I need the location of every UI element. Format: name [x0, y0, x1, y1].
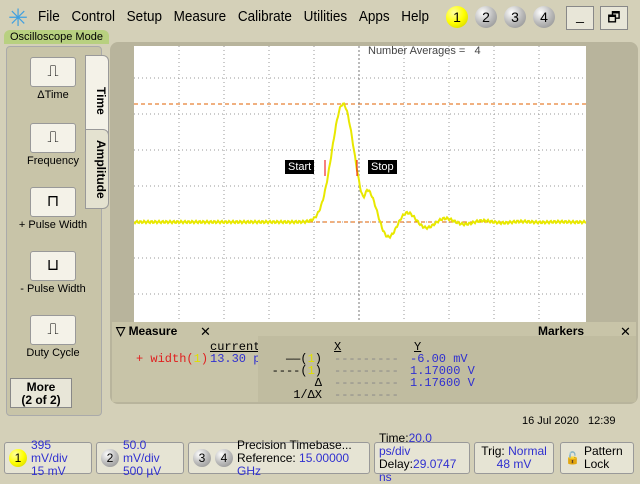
channel-4-button[interactable]: 4 — [533, 6, 555, 28]
marker-row-x: --------- — [334, 364, 399, 378]
marker-row-x: --------- — [334, 352, 399, 366]
marker-row-x: --------- — [334, 376, 399, 390]
channel-2-icon: 2 — [101, 449, 119, 467]
stop-marker-label[interactable]: Stop — [368, 160, 397, 174]
marker-row-x: --------- — [334, 388, 399, 402]
pos-pulse-width-tool[interactable]: ⊓ + Pulse Width — [15, 187, 91, 231]
menu-bar: File Control Setup Measure Calibrate Uti… — [38, 8, 429, 25]
width-measurement-value: 13.30 ps — [210, 352, 268, 366]
more-button[interactable]: More (2 of 2) — [10, 378, 72, 408]
neg-pulse-width-tool[interactable]: ⊔ - Pulse Width — [15, 251, 91, 295]
menu-file[interactable]: File — [38, 8, 60, 25]
frequency-icon: ⎍ — [30, 123, 76, 153]
horizontal-status[interactable]: Time:20.0 ps/div Delay:29.0747 ns — [374, 432, 470, 484]
channel-1-button[interactable]: 1 — [446, 6, 468, 28]
x-header: X — [334, 340, 342, 354]
channel-1-icon: 1 — [9, 449, 27, 467]
channel-2-status[interactable]: 2 50.0 mV/div 500 µV — [96, 437, 184, 477]
tool-label: Duty Cycle — [26, 347, 80, 359]
tool-label: Frequency — [27, 155, 79, 167]
restore-button[interactable]: 🗗 — [600, 6, 628, 30]
marker-row-y: 1.17600 V — [410, 376, 475, 390]
measure-close-icon[interactable]: ✕ — [200, 324, 211, 339]
markers-table: X Y ——(1) --------- -6.00 mV ----(1) -------… — [258, 336, 636, 402]
timebase-title: Precision Timebase... — [237, 437, 352, 452]
pattern-lock-button[interactable]: 🔓 Pattern Lock — [560, 442, 634, 474]
ch1-scale: 395 mV/div — [31, 437, 68, 465]
trigger-mode: Normal — [508, 444, 547, 458]
marker-row-label: Δ — [314, 376, 322, 390]
date: 16 Jul 2020 — [522, 415, 579, 427]
duty-cycle-tool[interactable]: ⎍ Duty Cycle — [15, 315, 91, 359]
channel-4-icon: 4 — [215, 449, 233, 467]
marker-row-label: ——(1) — [285, 352, 322, 366]
marker-row-label: ----(1) — [271, 364, 322, 378]
marker-row-label: 1/ΔX — [293, 388, 322, 402]
marker-row-y: -6.00 mV — [410, 352, 468, 366]
measure-panel: ▽ Measure ✕ current + width(1) 13.30 ps … — [112, 322, 636, 402]
channel-3-button[interactable]: 3 — [504, 6, 526, 28]
mode-label: Oscilloscope Mode — [4, 30, 109, 44]
menu-control[interactable]: Control — [71, 8, 115, 25]
menu-utilities[interactable]: Utilities — [303, 8, 348, 25]
ch2-offset: 500 µV — [123, 463, 162, 478]
ch2-scale: 50.0 mV/div — [123, 437, 160, 465]
menu-apps[interactable]: Apps — [358, 8, 390, 25]
averages-readout: Number Averages = 4 — [368, 45, 481, 57]
menu-setup[interactable]: Setup — [126, 8, 162, 25]
channel-3-icon: 3 — [193, 449, 211, 467]
graticule[interactable] — [133, 46, 587, 322]
delta-time-icon: ⎍ — [30, 57, 76, 87]
time-scale: 20.0 ps/div — [379, 431, 432, 458]
menu-calibrate[interactable]: Calibrate — [237, 8, 292, 25]
markers-close-icon[interactable]: ✕ — [620, 324, 631, 339]
pos-pulse-icon: ⊓ — [30, 187, 76, 217]
timebase-status[interactable]: 3 4 Precision Timebase... Reference: 15.000… — [188, 437, 370, 477]
trigger-status[interactable]: Trig: Normal 48 mV — [474, 442, 554, 474]
timebase-reference: 15.00000 GHz — [237, 450, 350, 478]
lock-label: Lock — [583, 457, 610, 471]
channel-1-status[interactable]: 1 395 mV/div 15 mV — [4, 437, 92, 477]
more-page: (2 of 2) — [21, 393, 61, 407]
time: 12:39 — [588, 415, 616, 427]
channel-1-trace — [133, 102, 587, 240]
agilent-logo: ✳ — [8, 5, 29, 32]
ch1-offset: 15 mV — [31, 463, 66, 478]
trigger-level: 48 mV — [496, 457, 532, 471]
more-label: More — [26, 380, 56, 394]
y-header: Y — [414, 340, 422, 354]
duty-cycle-icon: ⎍ — [30, 315, 76, 345]
lock-icon: 🔓 — [565, 450, 580, 465]
current-header: current — [210, 340, 261, 354]
pattern-lock-label: Pattern — [583, 444, 623, 458]
channel-2-button[interactable]: 2 — [475, 6, 497, 28]
frequency-tool[interactable]: ⎍ Frequency — [15, 123, 91, 167]
menu-help[interactable]: Help — [401, 8, 430, 25]
neg-pulse-icon: ⊔ — [30, 251, 76, 281]
waveform-display — [133, 46, 587, 322]
width-measurement-name[interactable]: + width(1) — [136, 352, 209, 366]
markers-title: Markers — [538, 324, 585, 338]
measure-title: ▽ Measure — [116, 324, 178, 338]
start-marker-label[interactable]: Start — [285, 160, 315, 174]
tool-label: ΔTime — [37, 89, 69, 101]
marker-row-y: 1.17000 V — [410, 364, 475, 378]
tool-label: + Pulse Width — [18, 219, 88, 231]
tab-amplitude[interactable]: Amplitude — [85, 129, 109, 209]
tool-label: - Pulse Width — [20, 283, 86, 295]
minimize-button[interactable]: _ — [566, 6, 594, 30]
measurement-sidebar: Time Amplitude ⎍ ΔTime ⎍ Frequency ⊓ + Puls… — [6, 46, 109, 416]
delta-time-tool[interactable]: ⎍ ΔTime — [15, 57, 91, 101]
menu-measure[interactable]: Measure — [173, 8, 227, 25]
